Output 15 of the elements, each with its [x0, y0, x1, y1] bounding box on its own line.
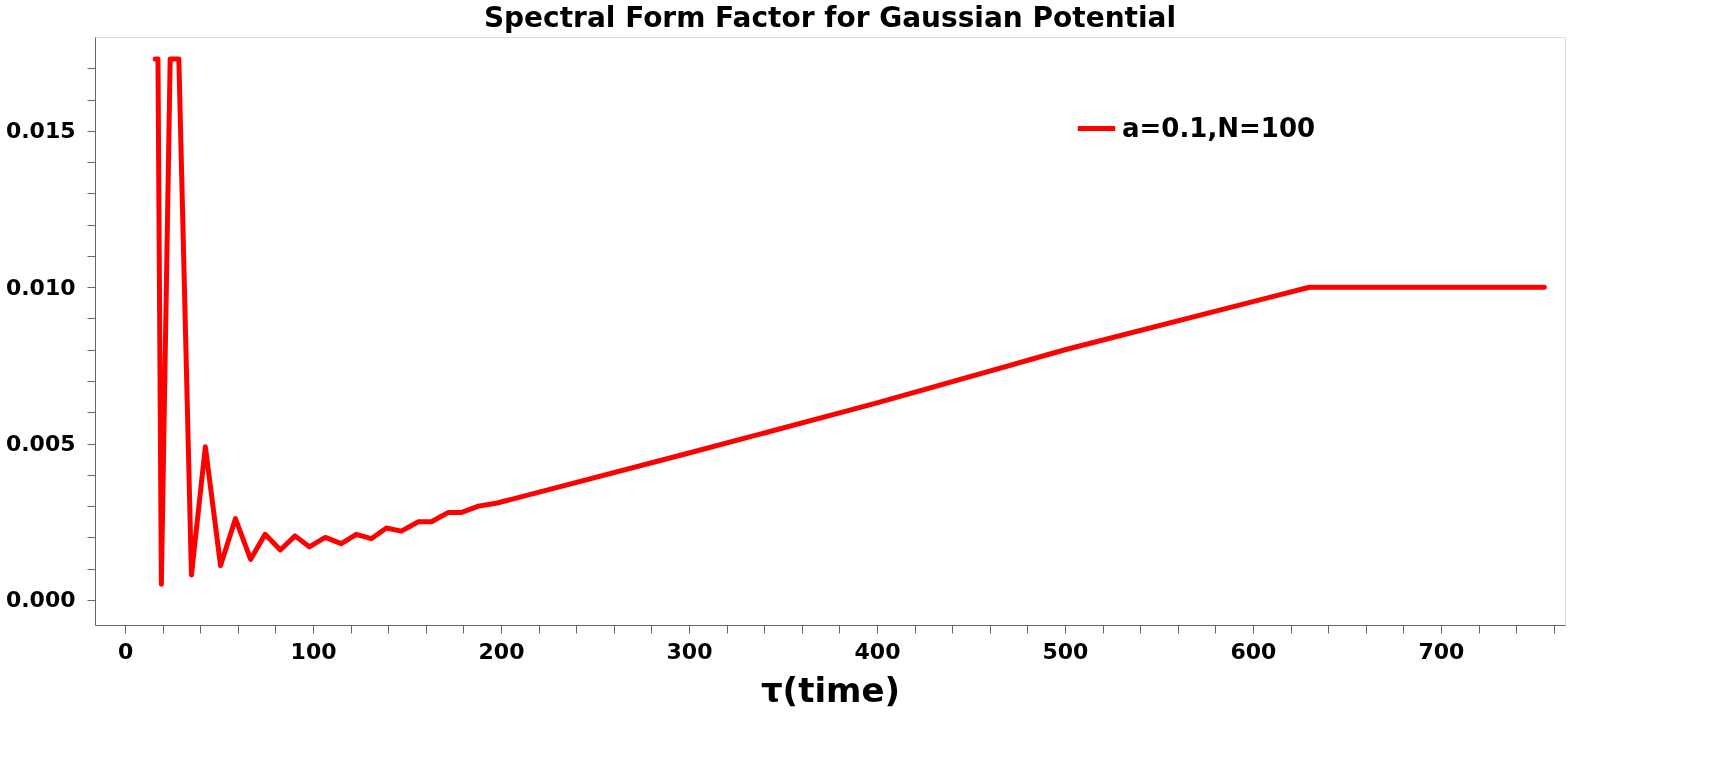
x-tick-label: 700: [1418, 638, 1465, 664]
y-tick-label: 0.005: [5, 431, 76, 457]
chart-title: Spectral Form Factor for Gaussian Potential: [483, 1, 1177, 34]
x-tick-label: 0: [117, 638, 134, 664]
x-tick-label: 100: [290, 638, 337, 664]
y-tick-label: 0.015: [5, 118, 76, 144]
x-tick-label: 600: [1230, 638, 1277, 664]
legend-label: a=0.1,N=100: [1122, 112, 1316, 143]
x-tick-label: 300: [666, 638, 713, 664]
y-tick-label: 0.000: [5, 587, 76, 613]
x-axis-title: τ(time): [760, 669, 901, 710]
y-tick-label: 0.010: [5, 274, 76, 300]
x-tick-label: 200: [478, 638, 525, 664]
x-tick-label: 500: [1042, 638, 1089, 664]
x-tick-label: 400: [854, 638, 901, 664]
